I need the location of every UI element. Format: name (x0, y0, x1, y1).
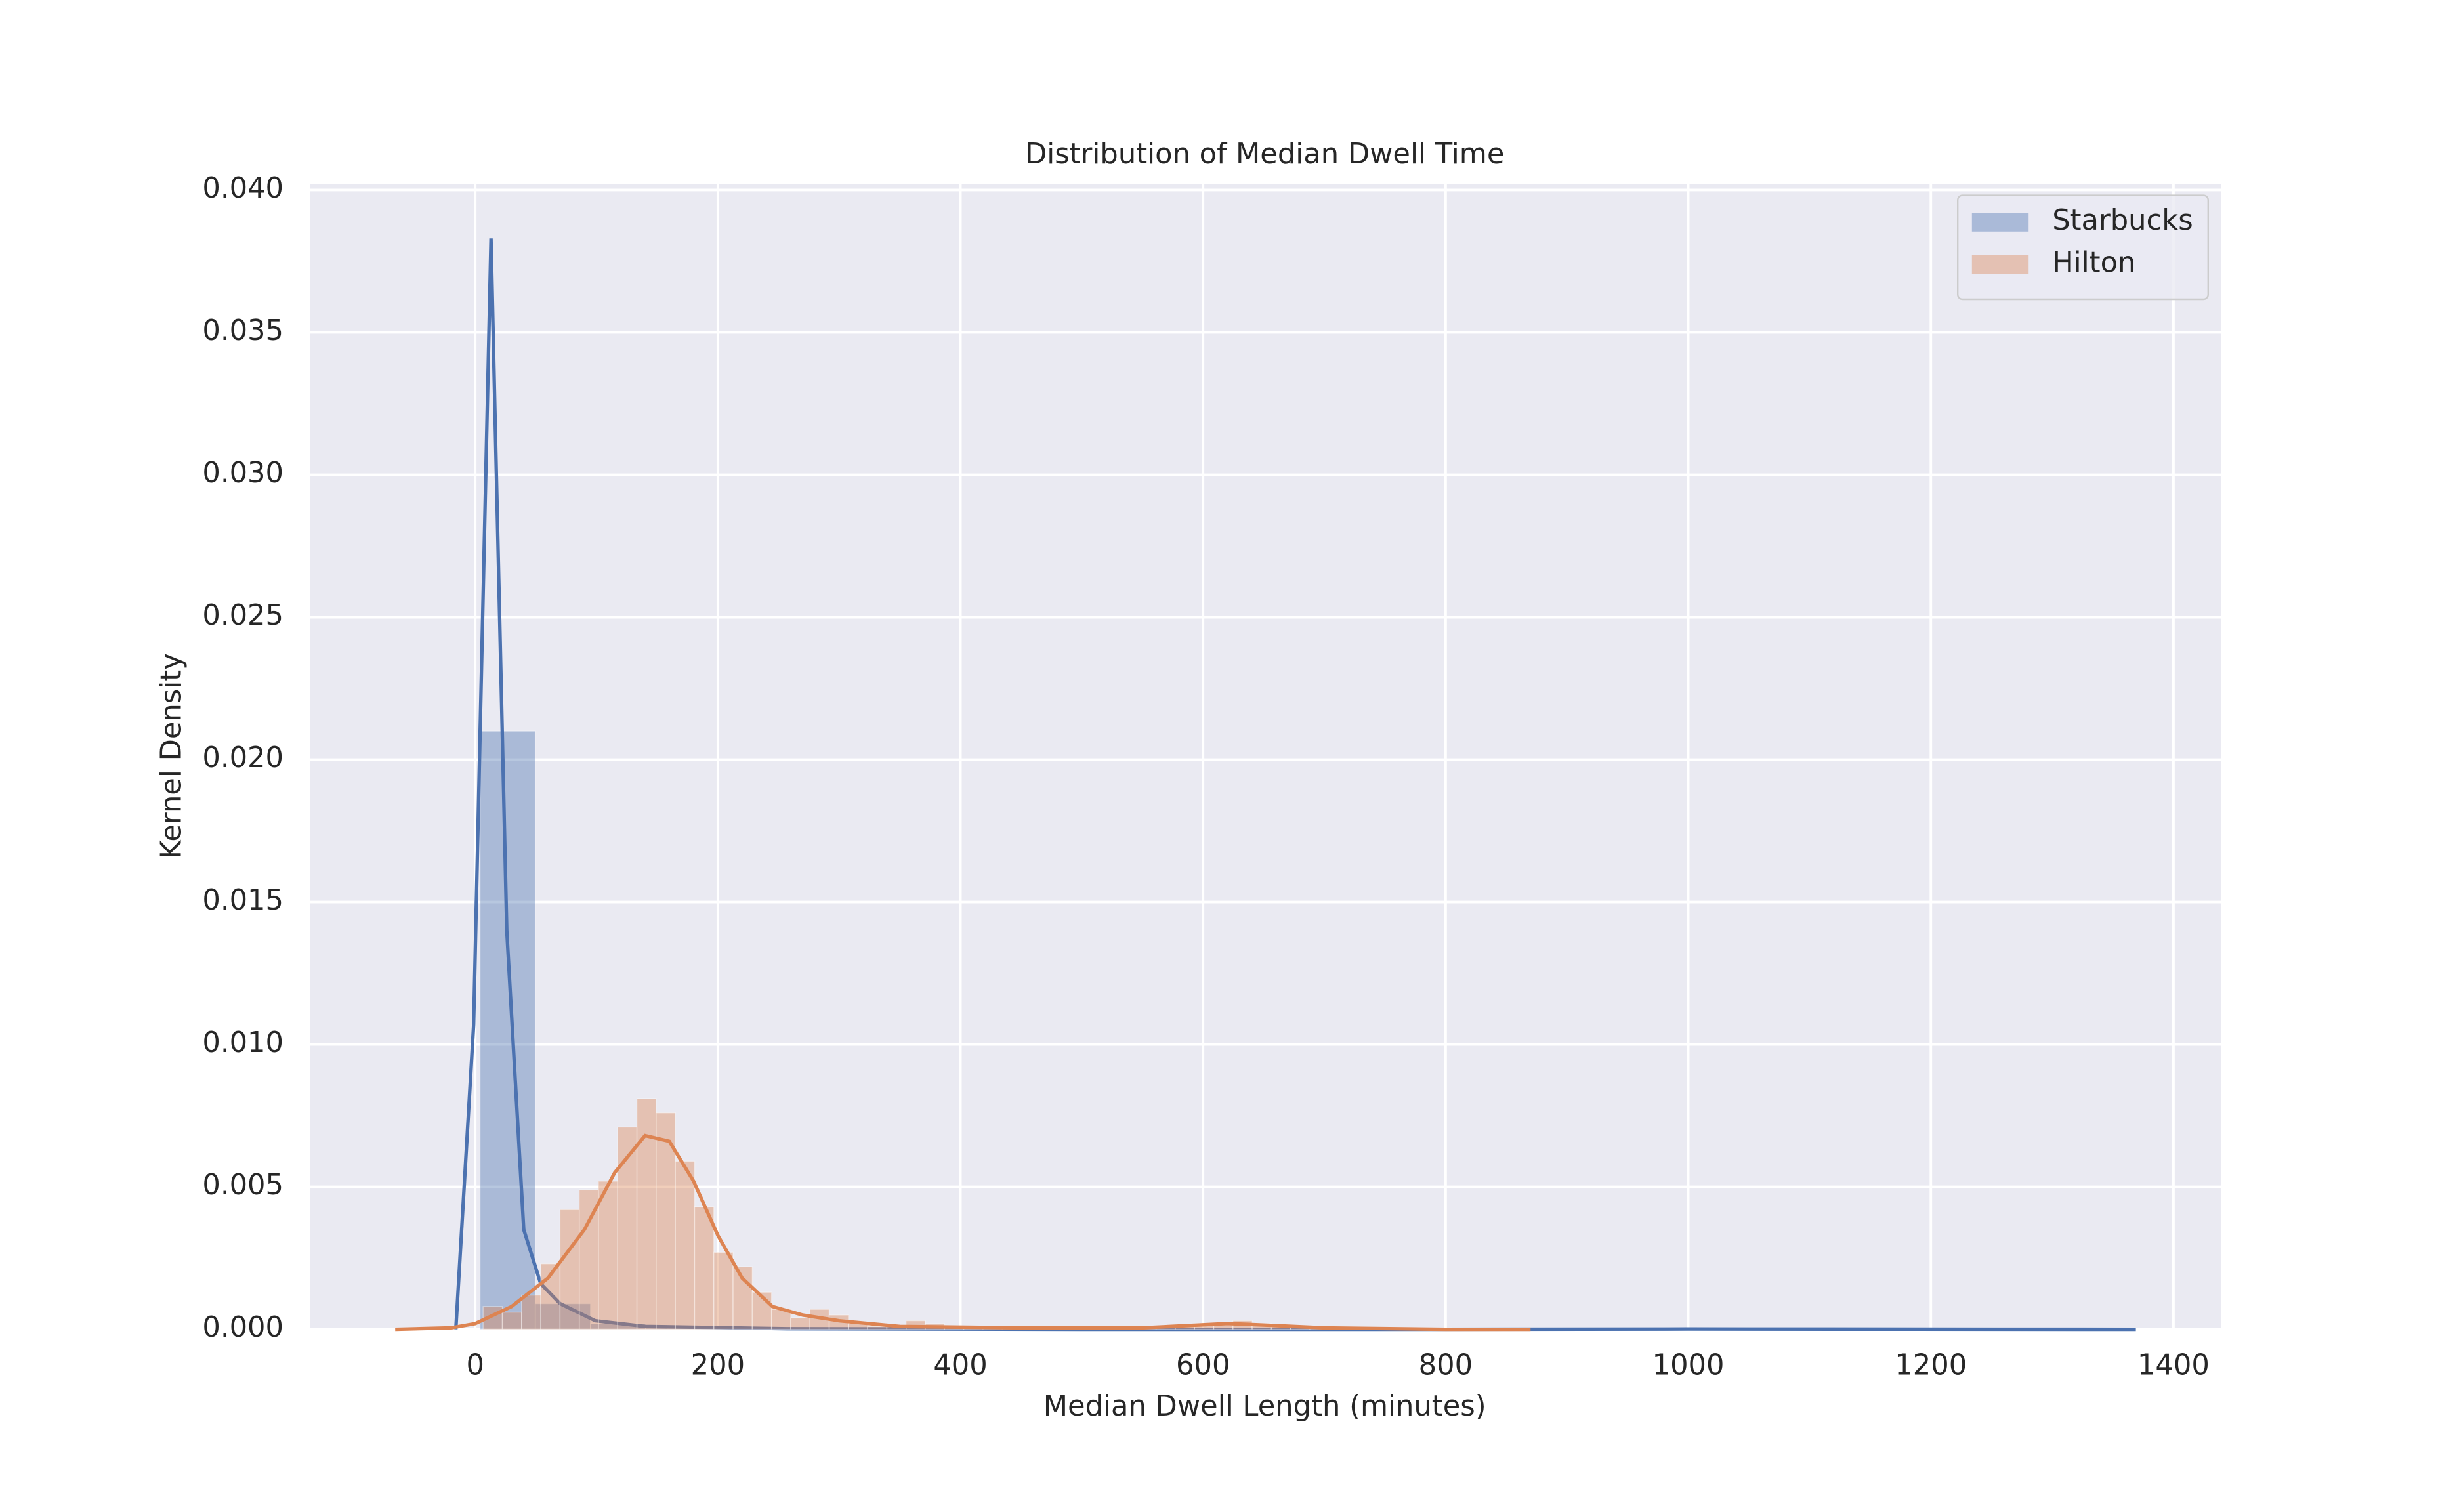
y-tick-label: 0.020 (202, 742, 284, 774)
histogram-bar (617, 1126, 638, 1330)
histogram-bar (540, 1263, 561, 1330)
legend-swatch (1971, 255, 2029, 274)
plot-area (310, 184, 2221, 1330)
y-tick-label: 0.025 (202, 599, 284, 632)
kde-line (395, 1133, 1531, 1332)
y-tick-label: 0.035 (202, 314, 284, 347)
x-tick-label: 1400 (2137, 1349, 2210, 1382)
legend: Starbucks Hilton (1957, 194, 2209, 301)
legend-label: Starbucks (2052, 204, 2193, 237)
legend-box (1957, 194, 2209, 301)
histogram-bar (479, 730, 536, 1330)
histogram-bar (559, 1209, 580, 1330)
histogram-bar (713, 1251, 734, 1330)
x-tick-label: 800 (1419, 1349, 1473, 1382)
y-axis-label: Kernel Density (155, 653, 188, 859)
histogram-bar (501, 1311, 522, 1330)
histogram-bar (636, 1098, 657, 1330)
x-tick-label: 1000 (1652, 1349, 1725, 1382)
legend-label: Hilton (2052, 247, 2135, 280)
histogram-bar (790, 1317, 810, 1330)
x-tick-label: 1200 (1895, 1349, 1967, 1382)
x-tick-label: 600 (1176, 1349, 1230, 1382)
y-tick-label: 0.030 (202, 457, 284, 490)
histogram-bar (694, 1206, 715, 1330)
y-tick-label: 0.015 (202, 884, 284, 917)
legend-swatch (1971, 213, 2029, 232)
chart-title: Distribution of Median Dwell Time (1025, 138, 1504, 171)
histogram-bar (578, 1189, 599, 1330)
y-tick-label: 0.000 (202, 1311, 284, 1344)
x-tick-label: 400 (933, 1349, 987, 1382)
y-tick-label: 0.040 (202, 172, 284, 205)
y-tick-label: 0.005 (202, 1169, 284, 1202)
histogram-bar (867, 1326, 888, 1330)
x-tick-label: 200 (691, 1349, 745, 1382)
x-axis-label: Median Dwell Length (minutes) (1043, 1390, 1486, 1423)
histogram-bar (521, 1294, 541, 1330)
y-tick-label: 0.010 (202, 1026, 284, 1059)
histogram-bar (675, 1160, 696, 1330)
x-tick-label: 0 (466, 1349, 484, 1382)
histogram-bar (598, 1181, 618, 1330)
